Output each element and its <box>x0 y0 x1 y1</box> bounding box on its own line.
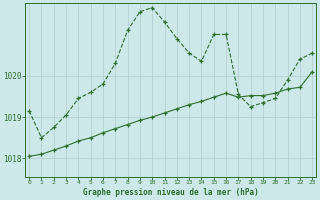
X-axis label: Graphe pression niveau de la mer (hPa): Graphe pression niveau de la mer (hPa) <box>83 188 259 197</box>
